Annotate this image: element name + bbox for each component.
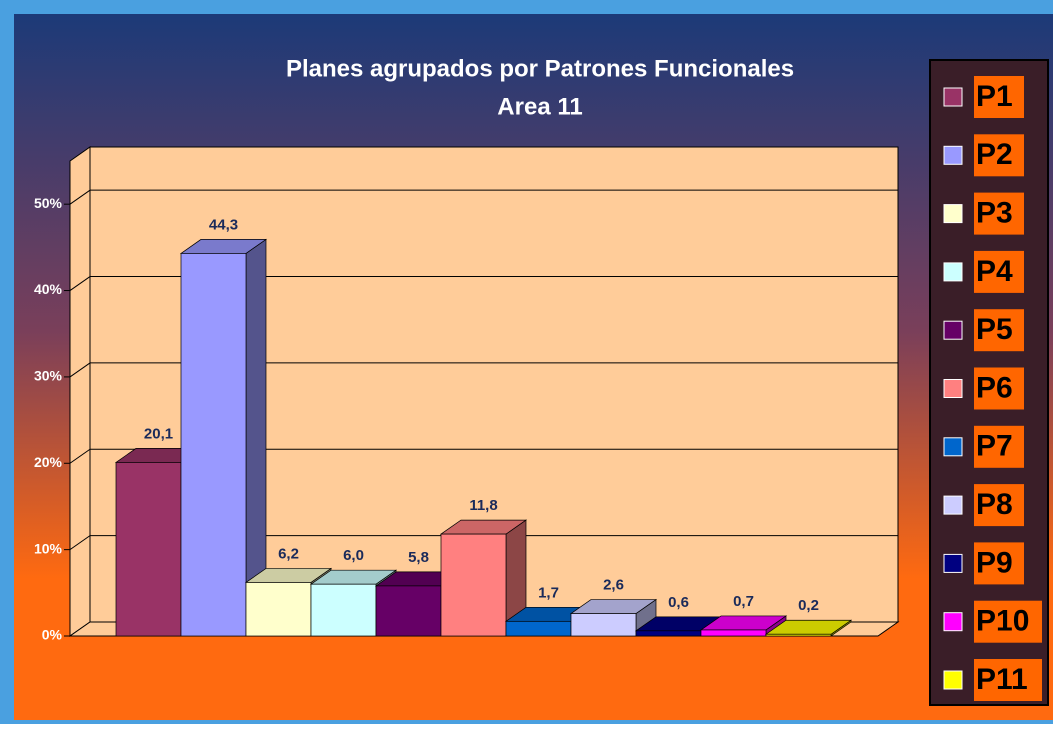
grid-line [69, 362, 91, 378]
legend-label-bg [974, 76, 1024, 118]
grid-line [69, 189, 91, 205]
data-label: 2,6 [603, 577, 624, 594]
legend-label: P7 [976, 430, 1013, 463]
legend-label-bg [974, 484, 1024, 527]
legend-label: P11 [976, 663, 1028, 696]
legend-label-bg [974, 367, 1024, 410]
legend-label-bg [974, 192, 1024, 235]
legend-swatch [943, 145, 963, 165]
bar [700, 629, 767, 637]
bar [440, 533, 507, 637]
y-tick-label: 40% [34, 281, 63, 297]
legend-swatch [943, 437, 963, 457]
legend-swatch [943, 670, 963, 690]
side-wall [69, 146, 91, 637]
bar [570, 613, 637, 637]
bar [505, 620, 572, 637]
legend-swatch [943, 87, 963, 107]
legend-swatch [943, 553, 963, 573]
bar [180, 253, 247, 637]
y-tick-label: 30% [34, 368, 63, 384]
legend-label: P5 [976, 313, 1013, 346]
y-tick-label: 10% [34, 540, 63, 556]
grid-line [69, 535, 91, 551]
legend-swatch [943, 262, 963, 282]
legend-label: P9 [976, 546, 1013, 579]
legend-swatch [943, 495, 963, 515]
data-label: 44,3 [209, 216, 238, 233]
bar [765, 633, 832, 637]
data-label: 1,7 [538, 584, 559, 601]
y-tick-label: 0% [42, 627, 63, 643]
legend-label: P4 [976, 255, 1013, 288]
legend-label-bg [974, 659, 1042, 701]
bar [310, 583, 377, 637]
data-label: 20,1 [144, 425, 173, 442]
data-label: 0,6 [668, 594, 689, 611]
legend-label: P6 [976, 371, 1013, 404]
bar [635, 630, 702, 637]
grid-line [69, 276, 91, 291]
legend-label: P1 [976, 80, 1013, 113]
data-label: 6,2 [278, 545, 299, 562]
legend-swatch [943, 612, 963, 632]
legend-label: P8 [976, 488, 1013, 521]
legend-label: P2 [976, 138, 1013, 171]
legend-swatch [943, 204, 963, 224]
legend-label: P3 [976, 197, 1013, 230]
chart-subtitle: Area 11 [497, 93, 582, 120]
bar [115, 462, 182, 637]
legend-swatch [943, 320, 963, 340]
legend-label-bg [974, 542, 1024, 585]
legend-label-bg [974, 425, 1024, 468]
legend-label-bg [974, 309, 1024, 352]
legend-label-bg [974, 250, 1024, 293]
bar [375, 585, 442, 637]
legend-label: P10 [976, 605, 1029, 638]
data-label: 5,8 [408, 549, 429, 566]
data-label: 6,0 [343, 547, 364, 564]
chart-title: Planes agrupados por Patrones Funcionale… [286, 55, 794, 82]
data-label: 0,2 [798, 597, 819, 614]
grid-line [69, 448, 91, 464]
legend-label-bg [974, 134, 1024, 177]
y-tick-label: 50% [34, 195, 63, 211]
y-tick-label: 20% [34, 454, 63, 470]
data-label: 0,7 [733, 593, 754, 610]
bar [245, 582, 312, 637]
data-label: 11,8 [469, 497, 497, 514]
legend-label-bg [974, 600, 1042, 643]
legend-swatch [943, 379, 963, 398]
